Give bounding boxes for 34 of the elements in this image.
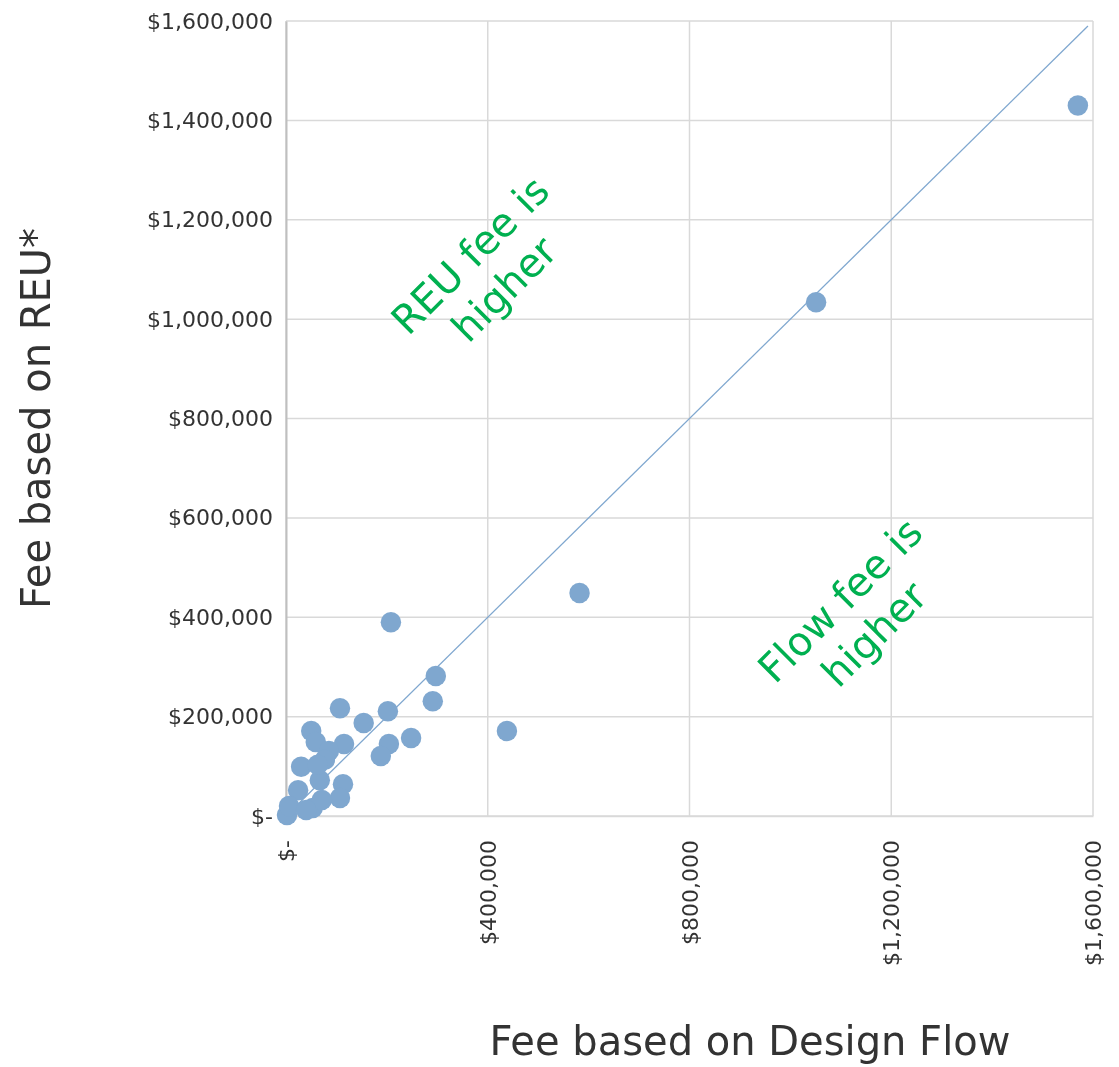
x-tick-label: $800,000: [677, 840, 703, 945]
point: [307, 754, 329, 776]
y-axis-title: Fee based on REU*: [13, 227, 59, 610]
point: [805, 292, 827, 313]
y-tick-label: $800,000: [168, 406, 273, 432]
point: [425, 665, 447, 687]
point: [353, 712, 374, 734]
point: [329, 697, 351, 719]
point: [380, 611, 402, 633]
y-tick-label: $-: [251, 803, 273, 829]
y-tick-label: $1,200,000: [147, 207, 273, 233]
y-tick-label: $200,000: [168, 704, 273, 730]
point: [287, 779, 309, 801]
point: [333, 733, 355, 755]
y-tick-label: $400,000: [168, 604, 273, 630]
y-tick-label: $600,000: [168, 505, 273, 531]
point: [422, 690, 444, 712]
point: [329, 787, 351, 809]
x-axis-title: Fee based on Design Flow: [489, 1018, 1011, 1064]
point: [400, 727, 422, 749]
point: [377, 700, 399, 722]
point: [496, 720, 518, 742]
point: [1067, 95, 1089, 116]
x-tick-label: $1,600,000: [1081, 840, 1107, 966]
x-tick-label: $-: [274, 840, 300, 862]
point: [370, 745, 392, 767]
x-tick-label: $1,200,000: [879, 840, 905, 966]
point: [569, 582, 590, 604]
y-tick-label: $1,600,000: [147, 8, 273, 34]
point: [290, 756, 312, 778]
y-tick-label: $1,000,000: [147, 306, 273, 332]
y-tick-label: $1,400,000: [147, 107, 273, 133]
point: [311, 789, 333, 811]
x-tick-label: $400,000: [475, 840, 501, 945]
